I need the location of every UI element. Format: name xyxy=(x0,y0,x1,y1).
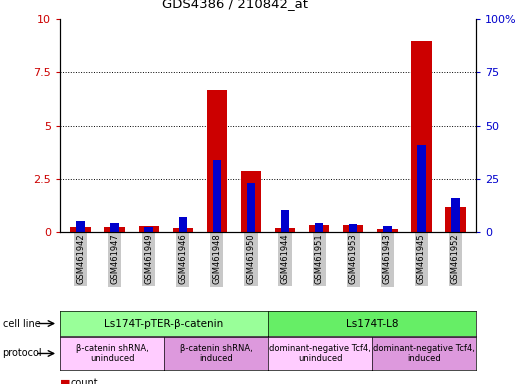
Text: dominant-negative Tcf4,
uninduced: dominant-negative Tcf4, uninduced xyxy=(269,344,371,363)
Bar xyxy=(451,198,460,232)
Text: β-catenin shRNA,
induced: β-catenin shRNA, induced xyxy=(180,344,253,363)
Bar xyxy=(110,223,119,232)
Bar xyxy=(207,89,227,232)
Bar xyxy=(281,210,289,232)
Text: count: count xyxy=(71,378,98,384)
Text: dominant-negative Tcf4,
induced: dominant-negative Tcf4, induced xyxy=(373,344,475,363)
Bar xyxy=(105,227,125,232)
Bar xyxy=(139,226,159,232)
Text: cell line: cell line xyxy=(3,318,40,329)
Title: GDS4386 / 210842_at: GDS4386 / 210842_at xyxy=(162,0,308,10)
Text: ■: ■ xyxy=(60,378,71,384)
Bar xyxy=(309,225,329,232)
Bar xyxy=(275,228,295,232)
Bar xyxy=(315,223,323,232)
Bar xyxy=(76,220,85,232)
Bar xyxy=(343,225,363,232)
Bar xyxy=(377,229,397,232)
Bar xyxy=(383,226,392,232)
Bar xyxy=(241,170,261,232)
Text: protocol: protocol xyxy=(3,348,42,359)
Bar xyxy=(71,227,91,232)
Bar xyxy=(144,227,153,232)
Bar xyxy=(417,145,426,232)
Text: Ls174T-L8: Ls174T-L8 xyxy=(346,318,398,329)
Bar xyxy=(247,183,255,232)
Text: Ls174T-pTER-β-catenin: Ls174T-pTER-β-catenin xyxy=(105,318,224,329)
Bar xyxy=(445,207,465,232)
Bar xyxy=(178,217,187,232)
Bar xyxy=(213,160,221,232)
Bar xyxy=(349,224,358,232)
Bar xyxy=(173,228,193,232)
Text: β-catenin shRNA,
uninduced: β-catenin shRNA, uninduced xyxy=(76,344,149,363)
Bar xyxy=(411,41,431,232)
